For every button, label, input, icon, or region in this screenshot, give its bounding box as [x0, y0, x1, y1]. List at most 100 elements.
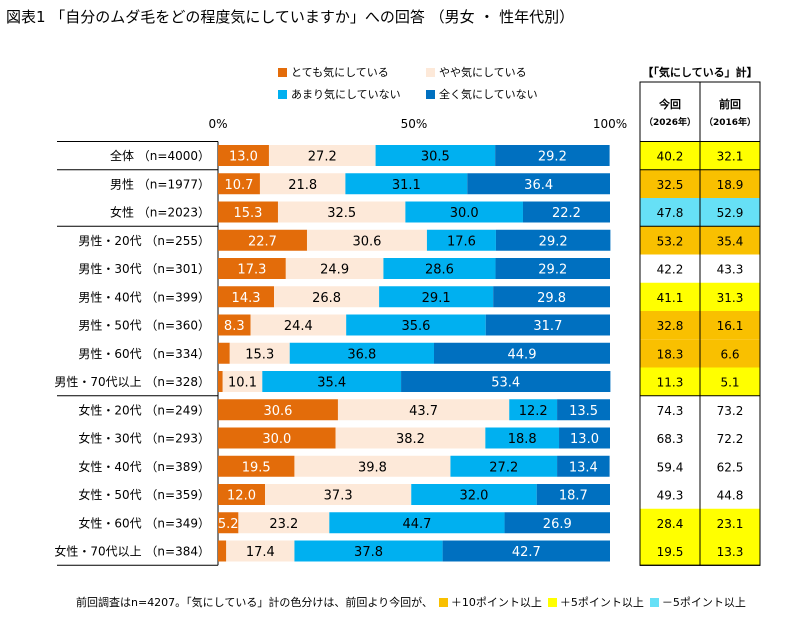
- bar-segment-notatall: [493, 286, 610, 308]
- footnote-label-minus5: －5ポイント以上: [661, 596, 746, 609]
- value-label-very: 30.6: [263, 404, 292, 419]
- value-label-notatall: 29.8: [537, 291, 566, 306]
- bar-segment-somewhat: [335, 427, 486, 449]
- bar-segment-very: [218, 342, 230, 364]
- value-label-notatall: 13.0: [570, 432, 599, 447]
- summary-current-value: 68.3: [657, 432, 684, 446]
- bar-segment-notatall: [401, 371, 611, 392]
- value-label-notatall: 53.4: [491, 376, 520, 391]
- bar-segment-somewhat: [274, 286, 380, 308]
- chart-title: 図表1 「自分のムダ毛をどの程度気にしていますか」への回答 （男女 ・ 性年代別…: [6, 8, 575, 26]
- value-label-very: 13.0: [229, 150, 258, 165]
- summary-header-title: 【「気にしている」計】: [642, 66, 758, 79]
- value-label-notatall: 26.9: [543, 517, 572, 532]
- legend-label-notmuch: あまり気にしていない: [291, 88, 401, 101]
- bar-segment-somewhat: [265, 484, 412, 505]
- legend-item-notatall: 全く気にしていない: [426, 86, 538, 102]
- bar-segment-very: [218, 484, 266, 505]
- bar-segment-very: [218, 173, 260, 195]
- bar-segment-very: [218, 229, 307, 251]
- value-label-somewhat: 24.9: [320, 263, 349, 278]
- bar-segment-notatall: [504, 512, 610, 534]
- summary-previous-value: 35.4: [717, 234, 744, 248]
- bar-segment-notmuch: [294, 540, 443, 562]
- legend-label-very: とても気にしている: [291, 66, 389, 79]
- value-label-very: 19.5: [242, 460, 271, 475]
- bar-segment-very: [218, 314, 251, 336]
- x-tick-50-label: 50%: [401, 117, 428, 131]
- summary-previous-value: 31.3: [717, 291, 744, 305]
- summary-col-previous-year: （2016年）: [704, 116, 756, 128]
- bar-segment-notatall: [433, 342, 610, 364]
- summary-previous-value: 43.3: [717, 263, 744, 277]
- bar-segment-notatall: [485, 314, 610, 336]
- value-label-notmuch: 36.8: [347, 347, 376, 362]
- value-label-notmuch: 32.0: [459, 489, 488, 504]
- bar-segment-very: [218, 258, 286, 279]
- value-label-somewhat: 39.8: [358, 460, 387, 475]
- bar-segment-notmuch: [345, 173, 468, 195]
- value-label-notmuch: 31.1: [392, 178, 421, 193]
- bar-segment-somewhat: [222, 371, 263, 392]
- value-label-notmuch: 12.2: [519, 404, 548, 419]
- bar-segment-very: [218, 512, 239, 534]
- summary-previous-value: 52.9: [717, 206, 744, 220]
- summary-previous-value: 73.2: [717, 404, 744, 418]
- value-label-notatall: 36.4: [524, 178, 553, 193]
- footnote-swatch-plus10: [438, 597, 448, 607]
- summary-current-value: 11.3: [657, 376, 684, 390]
- value-label-somewhat: 26.8: [312, 291, 341, 306]
- legend-item-somewhat: やや気にしている: [426, 64, 527, 80]
- value-label-somewhat: 10.1: [228, 376, 257, 391]
- value-label-somewhat: 37.3: [324, 489, 353, 504]
- bar-segment-notmuch: [346, 314, 486, 336]
- value-label-notmuch: 30.0: [450, 206, 479, 221]
- summary-previous-value: 13.3: [717, 545, 744, 559]
- category-label: 女性・70代以上 （n=384）: [54, 544, 210, 559]
- value-label-notmuch: 30.5: [421, 150, 450, 165]
- value-label-notmuch: 35.4: [317, 376, 346, 391]
- legend-label-somewhat: やや気にしている: [439, 66, 527, 79]
- bar-segment-very: [218, 201, 278, 223]
- value-label-notatall: 18.7: [559, 489, 588, 504]
- summary-previous-value: 72.2: [717, 432, 744, 446]
- summary-previous-value: 32.1: [717, 150, 744, 164]
- x-tick-100-label: 100%: [593, 117, 627, 131]
- category-label: 女性・50代 （n=359）: [78, 487, 210, 502]
- category-label: 男性 （n=1977）: [110, 177, 210, 191]
- legend: とても気にしている やや気にしている あまり気にしていない 全く気にしていない: [278, 64, 618, 108]
- bar-segment-somewhat: [250, 314, 347, 336]
- value-label-notmuch: 29.1: [422, 291, 451, 306]
- summary-current-value: 47.8: [657, 206, 684, 220]
- value-label-somewhat: 43.7: [409, 404, 438, 419]
- bar-segment-notmuch: [450, 455, 558, 477]
- summary-current-value: 74.3: [657, 404, 684, 418]
- summary-table: 今回 （2026年） 前回 （2016年） 40.2 32.1 32.5 18.9 47.8 52…: [639, 81, 761, 566]
- bar-segment-very: [218, 455, 295, 477]
- legend-swatch-very: [278, 67, 287, 77]
- legend-swatch-notatall: [426, 89, 435, 99]
- value-label-notatall: 44.9: [508, 347, 537, 362]
- summary-previous-value: 23.1: [717, 517, 744, 531]
- bar-segment-notmuch: [405, 201, 523, 223]
- value-label-notmuch: 44.7: [402, 517, 431, 532]
- summary-col-current-year: （2026年）: [644, 116, 696, 128]
- bar-segment-notmuch: [411, 484, 537, 505]
- summary-current-value: 19.5: [657, 545, 684, 559]
- bar-segment-notatall: [522, 201, 610, 223]
- value-label-very: 17.3: [237, 263, 266, 278]
- summary-current-value: 28.4: [657, 517, 684, 531]
- bar-segment-very: [218, 371, 223, 392]
- bar-segment-somewhat: [294, 455, 451, 477]
- footnote-label-plus10: ＋10ポイント以上: [450, 596, 542, 609]
- value-label-somewhat: 27.2: [308, 150, 337, 165]
- bar-segment-notmuch: [375, 145, 496, 166]
- value-label-notatall: 29.2: [538, 150, 567, 165]
- category-label: 男性・20代 （n=255）: [78, 234, 210, 248]
- value-label-notatall: 29.2: [539, 234, 568, 249]
- bar-segment-notmuch: [379, 286, 494, 308]
- category-label: 女性・30代 （n=293）: [78, 431, 210, 446]
- bar-segment-very: [218, 540, 227, 562]
- value-label-notatall: 22.2: [552, 206, 581, 221]
- bar-segment-somewhat: [229, 342, 290, 364]
